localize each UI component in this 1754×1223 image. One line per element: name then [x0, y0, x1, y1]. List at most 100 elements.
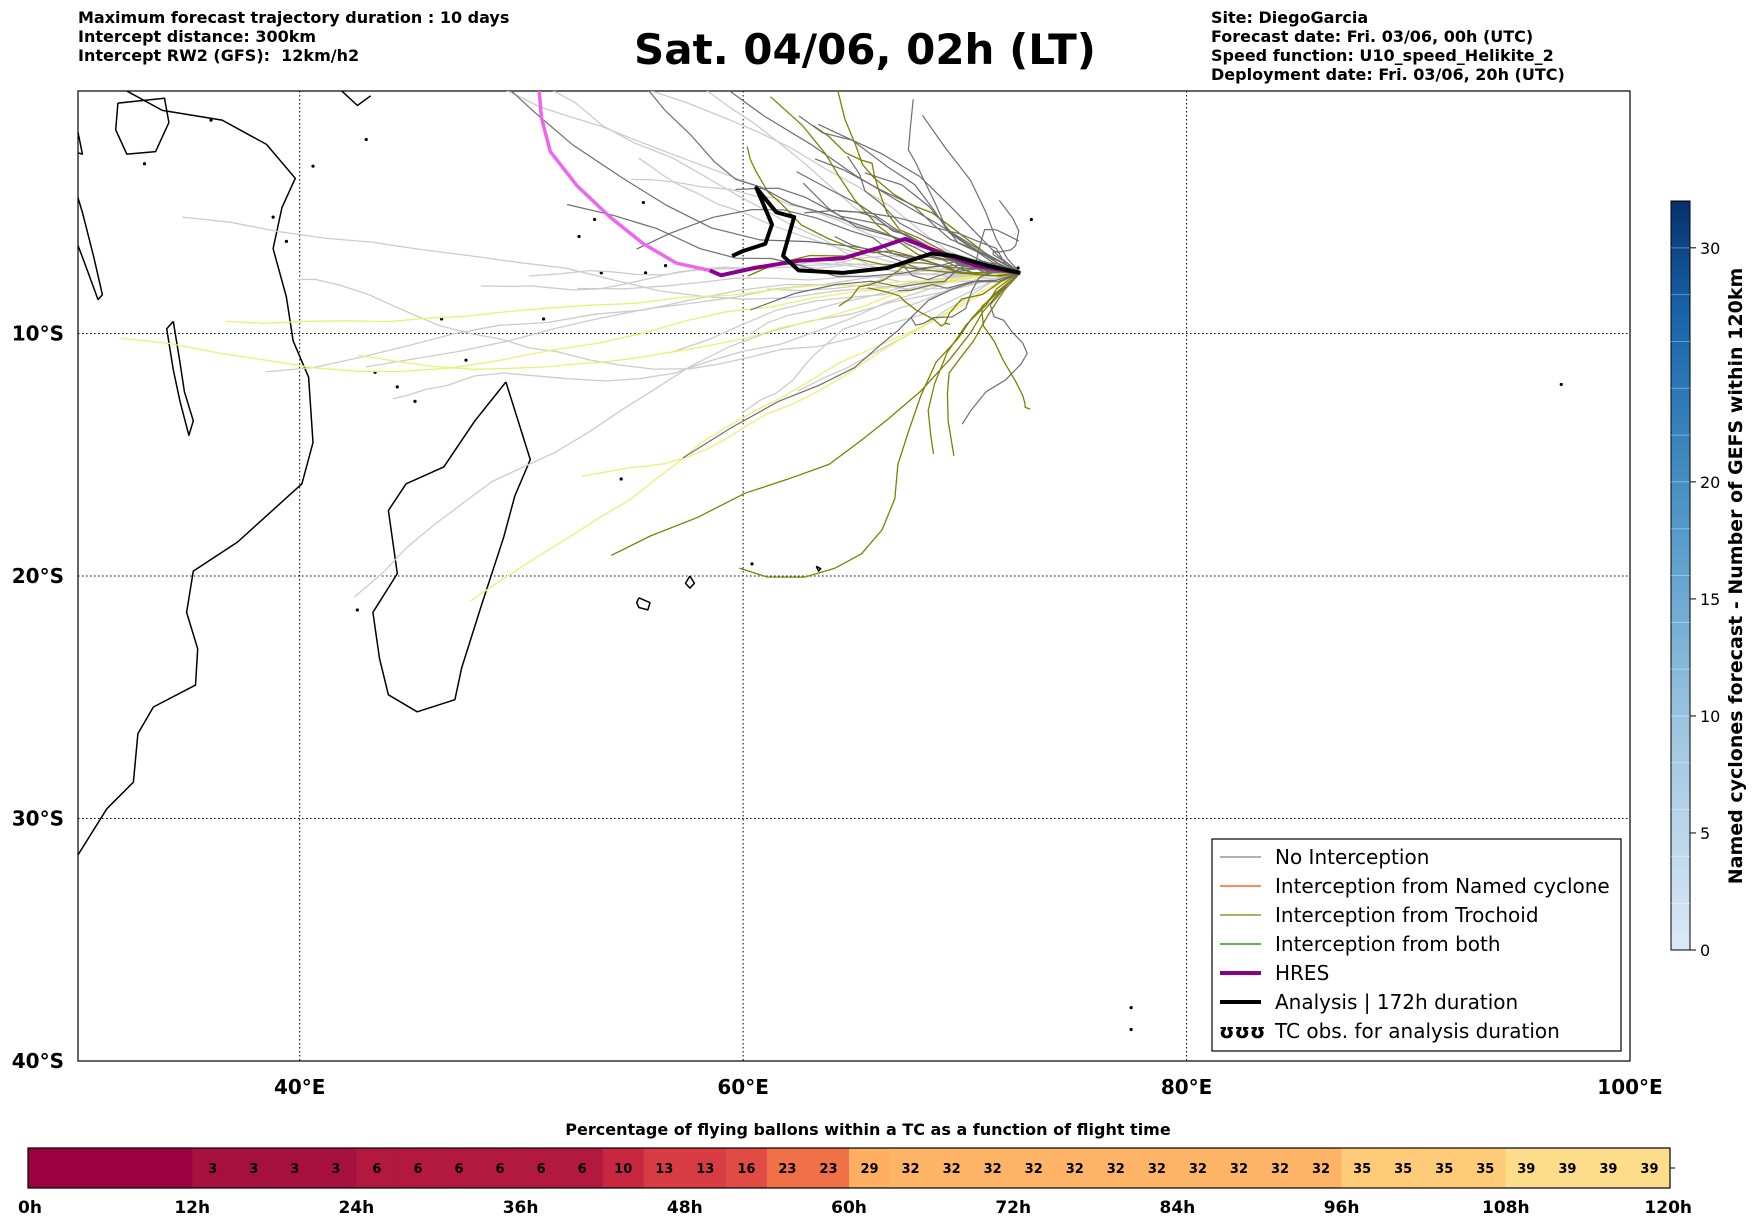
balloon-cell [315, 1148, 357, 1188]
island-dot [1129, 1006, 1133, 1010]
balloon-cell-value: 32 [902, 1162, 920, 1177]
colorbar-tick-label: 30 [1700, 239, 1720, 258]
trajectory-yellow [225, 272, 1021, 324]
balloon-cell [1054, 1148, 1096, 1188]
balloon-cell-value: 39 [1640, 1162, 1658, 1177]
coastline-malawi [165, 320, 195, 437]
balloon-cell-value: 6 [496, 1162, 505, 1177]
balloon-cell-value: 35 [1353, 1162, 1371, 1177]
island-dot [364, 137, 368, 142]
balloon-cell [725, 1148, 768, 1188]
balloon-cell [1136, 1148, 1178, 1188]
colorbar-tick-label: 5 [1700, 824, 1710, 843]
lat-tick-label: 20°S [12, 564, 64, 588]
balloon-cell-value: 16 [737, 1162, 755, 1177]
island-dot [1559, 382, 1563, 387]
header-right: Site: DiegoGarcia Forecast date: Fri. 03… [1211, 8, 1565, 84]
coastline-rodrigues [815, 565, 822, 572]
island-dot [577, 234, 581, 239]
trajectory-olive [611, 272, 1021, 556]
graticule [78, 91, 1630, 1061]
balloon-cell-value: 39 [1558, 1162, 1576, 1177]
balloon-cell [1300, 1148, 1343, 1188]
map-title: Sat. 04/06, 02h (LT) [634, 25, 1096, 74]
trajectory-dark-gray [510, 91, 1021, 274]
balloon-cell [233, 1148, 275, 1188]
trajectory-yellow [469, 272, 1021, 602]
balloon-cell [1505, 1148, 1548, 1188]
legend-box [1211, 838, 1622, 1052]
balloon-cell [1259, 1148, 1302, 1188]
balloon-cell-value: 6 [578, 1162, 587, 1177]
balloon-time-label: 36h [503, 1198, 539, 1218]
coastline-madagascar [372, 381, 532, 713]
balloon-cell [807, 1148, 850, 1188]
balloon-time-label: 96h [1324, 1198, 1360, 1218]
balloon-time-label: 24h [339, 1198, 375, 1218]
balloon-cell-value: 6 [537, 1162, 546, 1177]
trajectory-light-gray [182, 216, 1021, 300]
balloon-cell-value: 39 [1599, 1162, 1617, 1177]
balloon-cell [28, 1148, 70, 1188]
header-right-line-4: Deployment date: Fri. 03/06, 20h (UTC) [1211, 65, 1565, 84]
balloon-cell [561, 1148, 604, 1188]
colorbar: Named cyclones forecast - Number of GEFS… [1670, 200, 1747, 960]
trajectory-light-gray [577, 272, 1021, 290]
legend: No Interception Interception from Named c… [1211, 838, 1622, 1052]
lon-tick-label: 80°E [1161, 1075, 1213, 1099]
island-dot [311, 164, 315, 168]
balloon-cell [1423, 1148, 1466, 1188]
trajectory-olive [867, 272, 1021, 327]
trajectory-dark-gray [817, 123, 1021, 274]
balloon-cell-value: 32 [1107, 1162, 1125, 1177]
colorbar-tick-label: 10 [1700, 707, 1720, 726]
trajectory-light-gray [297, 272, 1021, 370]
lat-tick-label: 40°S [12, 1049, 64, 1073]
balloon-cell [356, 1148, 399, 1188]
lat-tick-label: 10°S [12, 322, 64, 346]
header-right-line-2: Forecast date: Fri. 03/06, 00h (UTC) [1211, 27, 1534, 46]
header-right-line-3: Speed function: U10_speed_Helikite_2 [1211, 46, 1554, 65]
island-dot [643, 271, 648, 275]
balloon-time-label: 0h [18, 1198, 42, 1218]
lat-tick-label: 30°S [12, 807, 64, 831]
balloon-cell-value: 13 [696, 1162, 714, 1177]
balloon-cell [192, 1148, 234, 1188]
lon-tick-label: 100°E [1597, 1075, 1662, 1099]
header-left: Maximum forecast trajectory duration : 1… [78, 8, 509, 65]
balloon-cell-value: 35 [1435, 1162, 1453, 1177]
trajectories [120, 91, 1031, 602]
trajectory-dark-gray [992, 199, 1021, 274]
island-dot [142, 162, 147, 166]
balloon-cell [766, 1148, 809, 1188]
trajectory-olive [739, 272, 1021, 578]
legend-label: Interception from both [1275, 932, 1501, 956]
coastline-somalia [341, 91, 372, 107]
analysis-track [731, 186, 1021, 275]
colorbar-title: Named cyclones forecast - Number of GEFS… [1725, 268, 1747, 885]
coastline-africa [78, 91, 314, 856]
header-right-line-1: Site: DiegoGarcia [1211, 8, 1369, 27]
balloon-cell-value: 32 [1148, 1162, 1166, 1177]
island-dot [413, 399, 417, 403]
trajectory-dark-gray [907, 99, 1021, 274]
balloon-cell [438, 1148, 481, 1188]
trajectory-dark-gray [847, 155, 1021, 274]
balloon-time-label: 120h [1644, 1198, 1692, 1218]
colorbar-tick-label: 20 [1700, 473, 1720, 492]
trajectory-light-gray [365, 272, 1021, 368]
balloon-cell [890, 1148, 932, 1188]
coastline-victoria [114, 97, 170, 155]
balloon-cell-value: 23 [778, 1162, 796, 1177]
coastline-tanganyika [78, 195, 104, 301]
trajectory-dark-gray [682, 272, 1021, 459]
balloon-cell [1587, 1148, 1630, 1188]
trajectory-yellow [581, 272, 1021, 478]
balloon-cell-value: 32 [1025, 1162, 1043, 1177]
balloon-cell-value: 35 [1394, 1162, 1412, 1177]
trajectory-olive [981, 272, 1031, 410]
balloon-cell-value: 3 [290, 1162, 299, 1177]
coastline-kivu [78, 132, 84, 155]
balloon-cell-value: 32 [1312, 1162, 1330, 1177]
